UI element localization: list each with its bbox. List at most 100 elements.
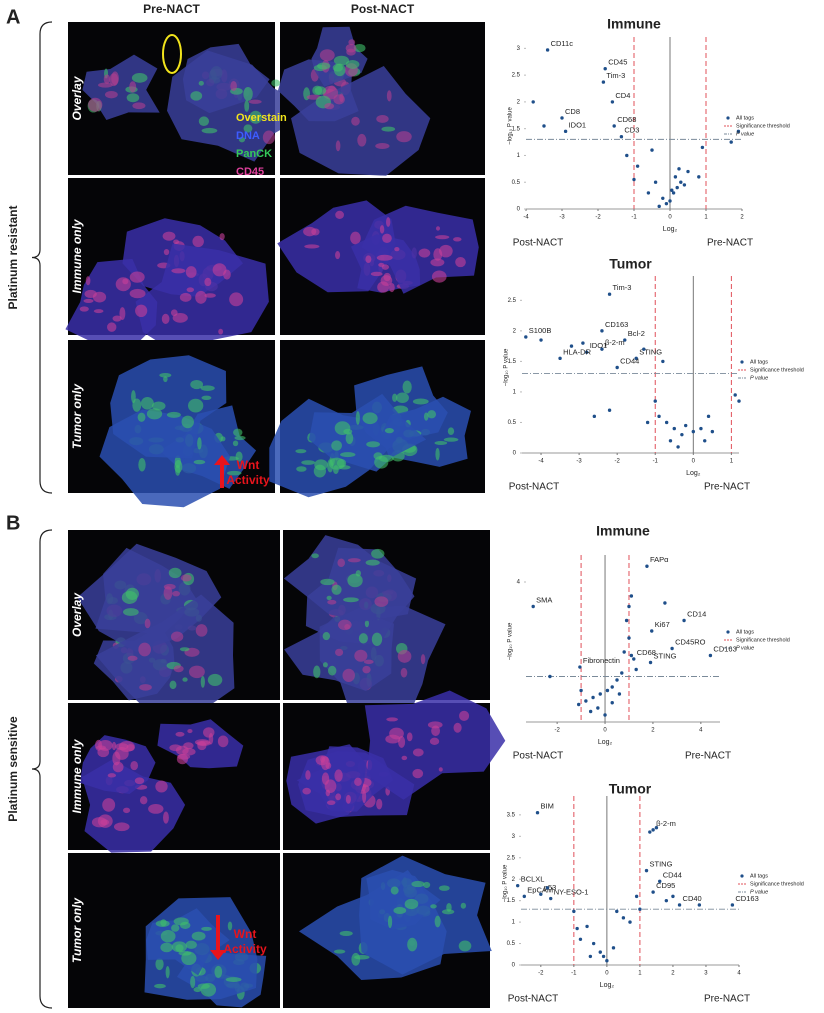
- data-point: [628, 920, 632, 924]
- point-label: BIM: [541, 802, 554, 811]
- point-label: CD45: [608, 58, 627, 67]
- tissue-spot: [431, 725, 441, 737]
- tissue-spot: [325, 762, 332, 770]
- tissue-spot: [135, 304, 148, 318]
- tissue-spot: [382, 233, 392, 243]
- data-point: [648, 660, 653, 665]
- tissue-spot: [353, 43, 366, 53]
- legend-marker: [740, 360, 744, 364]
- tissue-spot: [163, 811, 169, 824]
- tissue-spot: [397, 649, 412, 663]
- wnt-label: Wnt: [237, 458, 260, 472]
- tissue-spot: [233, 428, 243, 437]
- tissue-spot: [183, 742, 194, 750]
- tissue-spot: [123, 608, 139, 616]
- tissue-spot: [138, 642, 151, 657]
- data-point: [700, 145, 705, 150]
- data-point: [603, 713, 607, 717]
- tissue-spot: [347, 573, 363, 588]
- panel-letter: A: [6, 6, 20, 28]
- bracket: [31, 529, 53, 1009]
- tissue-spot: [322, 85, 339, 100]
- tissue-spot: [140, 396, 154, 410]
- tissue-spot: [139, 796, 148, 805]
- point-label: Fibronectin: [583, 656, 620, 665]
- data-point: [548, 674, 552, 679]
- tissue-spot: [355, 570, 362, 577]
- tissue-spot: [392, 393, 398, 402]
- point-label: CD40: [683, 894, 702, 903]
- point-label: CD68: [637, 648, 656, 657]
- tissue-spot: [453, 722, 462, 733]
- data-point: [650, 148, 654, 152]
- tissue-spot: [345, 794, 351, 804]
- tissue-spot: [163, 249, 170, 256]
- data-point: [578, 665, 582, 669]
- tissue-spot: [302, 787, 311, 795]
- data-point: [644, 868, 649, 873]
- wnt-label: Wnt: [234, 927, 257, 941]
- point-label: HLA-DR: [563, 347, 592, 356]
- tissue-spot: [193, 987, 202, 993]
- y-tick-label: 0.5: [507, 941, 516, 947]
- tissue-spot: [412, 398, 429, 405]
- data-point: [569, 344, 574, 348]
- x-axis-label: Log₂: [598, 739, 613, 746]
- tissue-spot: [148, 803, 164, 814]
- tissue-spot: [331, 440, 342, 451]
- data-point: [661, 359, 665, 364]
- tissue-spot: [345, 60, 360, 69]
- tissue-spot: [326, 800, 336, 806]
- point-label: CD44: [663, 870, 682, 879]
- tissue-spot: [107, 322, 117, 332]
- tissue-spot: [175, 944, 184, 952]
- data-point: [729, 140, 733, 144]
- data-point: [539, 892, 543, 896]
- y-axis-label: −log₁₀ P value: [503, 864, 509, 902]
- tissue-spot: [365, 255, 372, 264]
- data-point: [535, 811, 540, 815]
- tissue-spot: [249, 110, 262, 124]
- tissue-spot: [411, 880, 425, 888]
- x-tick-label: 3: [704, 971, 708, 977]
- left-label: Post-NACT: [508, 994, 559, 1005]
- tissue-spot: [371, 548, 385, 559]
- tissue-spot: [350, 231, 361, 245]
- right-label: Pre-NACT: [704, 994, 750, 1005]
- tissue-spot: [104, 90, 118, 99]
- data-point: [592, 414, 597, 419]
- data-point: [629, 653, 634, 658]
- tissue-spot: [134, 777, 145, 785]
- row-label: Tumor only: [70, 897, 84, 963]
- tissue-spot: [354, 649, 368, 662]
- tissue-spot: [102, 798, 116, 812]
- tissue-spot: [181, 415, 194, 429]
- data-point: [531, 100, 535, 104]
- data-point: [697, 903, 702, 907]
- point-label: SMA: [536, 595, 552, 604]
- data-point: [558, 356, 562, 361]
- y-tick-label: 1: [512, 920, 516, 926]
- chart-title: Tumor: [609, 256, 652, 272]
- data-point: [579, 688, 583, 693]
- data-point: [664, 201, 669, 206]
- tissue-spot: [331, 584, 342, 595]
- tissue-spot: [339, 93, 344, 103]
- point-label: p53: [544, 883, 557, 892]
- column-header: Pre-NACT: [143, 2, 200, 16]
- tissue-spot: [138, 458, 146, 472]
- data-point: [664, 898, 669, 903]
- point-label: EpCAM: [527, 885, 553, 894]
- tissue-spot: [225, 977, 242, 982]
- tissue-spot: [227, 921, 233, 931]
- tissue-spot: [112, 315, 122, 322]
- tissue-spot: [85, 276, 91, 286]
- tissue-spot: [187, 398, 204, 413]
- tissue-spot: [180, 921, 191, 929]
- tissue-spot: [220, 436, 226, 442]
- tissue-spot: [412, 748, 424, 757]
- tissue-spot: [460, 902, 467, 909]
- y-tick-label: 3: [512, 834, 516, 840]
- tissue-spot: [126, 93, 140, 103]
- point-label: CD68: [617, 115, 636, 124]
